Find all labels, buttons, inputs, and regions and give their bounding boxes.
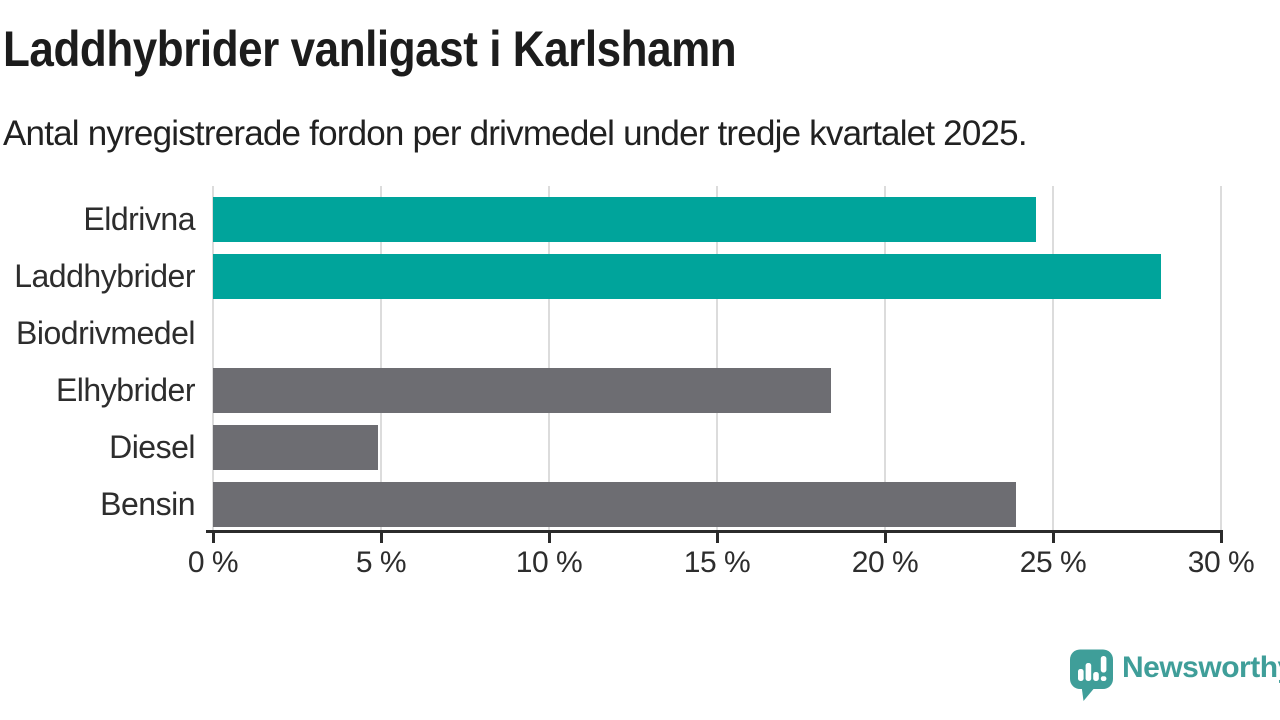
bar-track-elhybrider	[213, 368, 1221, 413]
chart-row-laddhybrider: Laddhybrider	[0, 254, 1280, 299]
gridline-30pct	[1220, 186, 1222, 531]
chart-row-biodrivmedel: Biodrivmedel	[0, 311, 1280, 356]
category-label-diesel: Diesel	[109, 429, 195, 465]
bar-track-diesel	[213, 425, 1221, 470]
gridline-15pct	[716, 186, 718, 531]
bar-eldrivna	[213, 197, 1037, 242]
x-tick-label-20: 20 %	[851, 546, 919, 579]
bar-track-bensin	[213, 482, 1221, 527]
category-label-biodrivmedel: Biodrivmedel	[16, 315, 195, 351]
newsworthy-pin-barchart-icon	[1070, 649, 1113, 701]
x-tick-label-5: 5 %	[355, 546, 407, 579]
bar-track-laddhybrider	[213, 254, 1221, 299]
chart-rows: Eldrivna Laddhybrider Biodrivmedel Elhybrid…	[0, 186, 1280, 531]
bar-bensin	[213, 482, 1017, 527]
bar-diesel	[213, 425, 378, 470]
x-tick-label-10: 10 %	[515, 546, 583, 579]
x-tick-label-0: 0 %	[187, 546, 239, 579]
x-axis-line	[206, 530, 1223, 533]
chart-row-elhybrider: Elhybrider	[0, 368, 1280, 413]
gridlines	[212, 186, 1222, 531]
gridline-10pct	[548, 186, 550, 531]
newsworthy-logo: Newsworthy	[1068, 648, 1280, 702]
chart-row-diesel: Diesel	[0, 425, 1280, 470]
bar-chart-plot-area: Eldrivna Laddhybrider Biodrivmedel Elhybrid…	[0, 186, 1280, 586]
bar-track-eldrivna	[213, 197, 1221, 242]
category-label-laddhybrider: Laddhybrider	[14, 258, 195, 294]
chart-title: Laddhybrider vanligast i Karlshamn	[3, 21, 737, 77]
chart-subtitle: Antal nyregistrerade fordon per drivmede…	[3, 114, 1028, 153]
bar-elhybrider	[213, 368, 832, 413]
x-tick-label-30: 30 %	[1187, 546, 1255, 579]
bar-track-biodrivmedel	[213, 311, 1221, 356]
chart-row-eldrivna: Eldrivna	[0, 197, 1280, 242]
category-label-eldrivna: Eldrivna	[83, 201, 195, 237]
category-label-elhybrider: Elhybrider	[55, 372, 196, 408]
category-label-bensin: Bensin	[100, 486, 195, 522]
x-tick-label-15: 15 %	[683, 546, 751, 579]
newsworthy-logo-text: Newsworthy	[1122, 651, 1280, 684]
gridline-25pct	[1052, 186, 1054, 531]
gridline-20pct	[884, 186, 886, 531]
gridline-0pct	[212, 186, 214, 531]
gridline-5pct	[380, 186, 382, 531]
bar-laddhybrider	[213, 254, 1161, 299]
chart-row-bensin: Bensin	[0, 482, 1280, 527]
x-tick-label-25: 25 %	[1019, 546, 1087, 579]
